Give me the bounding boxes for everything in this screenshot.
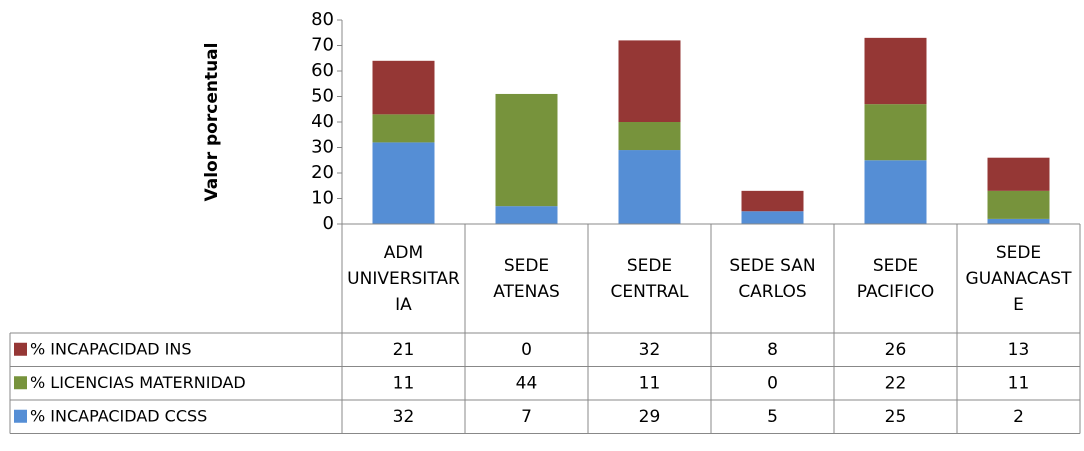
bar-segment <box>495 206 558 224</box>
category-cell: ADM UNIVERSITARIA <box>347 242 460 315</box>
x-tick-label: SEDE PACIFICO <box>856 255 935 302</box>
table-value: 5 <box>767 407 778 427</box>
bar-segment <box>864 104 927 161</box>
bar-segment <box>864 37 927 105</box>
x-tick-label: SEDE GUANACASTE <box>965 242 1072 315</box>
bar-segment <box>864 160 927 224</box>
legend-label: % LICENCIAS MATERNIDAD <box>30 373 246 392</box>
table-value: 2 <box>1013 407 1024 427</box>
table-value: 0 <box>767 373 778 393</box>
table-value: 32 <box>393 407 415 427</box>
y-tick-label: 70 <box>311 35 334 56</box>
y-tick-label: 20 <box>311 162 334 183</box>
bar-segment <box>372 114 435 143</box>
y-tick-label: 0 <box>323 213 334 234</box>
x-tick-label: SEDE ATENAS <box>493 255 560 302</box>
legend-label: % INCAPACIDAD INS <box>30 339 192 358</box>
category-cell: SEDE ATENAS <box>493 255 560 302</box>
table-value: 22 <box>885 373 907 393</box>
table-value: 11 <box>393 373 415 393</box>
x-tick-label: SEDE CENTRAL <box>610 255 689 302</box>
x-tick-label: ADM UNIVERSITARIA <box>347 242 460 315</box>
table-value: 44 <box>516 373 538 393</box>
bar-segment <box>618 150 681 224</box>
y-tick-label: 30 <box>311 137 334 158</box>
bar-segment <box>987 157 1050 191</box>
bar-segment <box>741 211 804 224</box>
table-value: 13 <box>1008 340 1030 360</box>
category-cell: SEDE SAN CARLOS <box>729 255 816 302</box>
legend-swatch <box>14 409 27 423</box>
table-value: 32 <box>639 340 661 360</box>
y-axis-label: Valor porcentual <box>202 43 222 202</box>
y-tick-label: 40 <box>311 111 334 132</box>
bar-segment <box>987 190 1050 219</box>
table-value: 29 <box>639 407 661 427</box>
legend-swatch <box>14 342 27 356</box>
table-value: 8 <box>767 340 778 360</box>
table-value: 7 <box>521 407 532 427</box>
table-value: 11 <box>639 373 661 393</box>
bar-segment <box>495 93 558 207</box>
y-tick-label: 60 <box>311 60 334 81</box>
bar-segment <box>618 122 681 151</box>
bar-segment <box>372 60 435 115</box>
legend-swatch <box>14 376 27 390</box>
x-tick-label: SEDE SAN CARLOS <box>729 255 816 302</box>
bar-segment <box>618 40 681 122</box>
bar-segment <box>987 218 1050 224</box>
table-value: 26 <box>885 340 907 360</box>
bar-segment <box>741 190 804 212</box>
y-tick-label: 50 <box>311 86 334 107</box>
table-value: 0 <box>521 340 532 360</box>
category-cell: SEDE PACIFICO <box>856 255 935 302</box>
table-value: 21 <box>393 340 415 360</box>
bar-segment <box>372 142 435 224</box>
category-cell: SEDE GUANACASTE <box>965 242 1072 315</box>
legend-label: % INCAPACIDAD CCSS <box>30 406 207 425</box>
y-tick-label: 80 <box>311 9 334 30</box>
table-value: 25 <box>885 407 907 427</box>
y-tick-label: 10 <box>311 188 334 209</box>
category-cell: SEDE CENTRAL <box>610 255 689 302</box>
table-value: 11 <box>1008 373 1030 393</box>
